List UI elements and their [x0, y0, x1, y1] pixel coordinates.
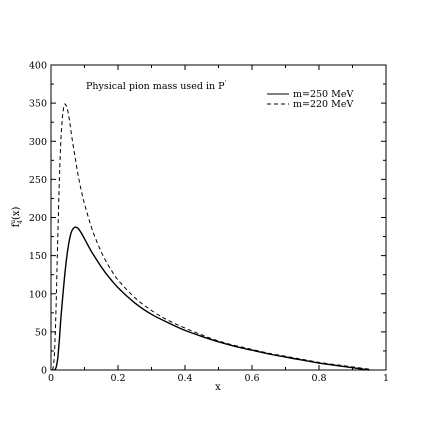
- series-line-m220: [52, 103, 370, 371]
- y-tick-label: 350: [29, 99, 47, 110]
- x-axis-ticks: 0 0.2 0.4 0.6 0.8 1: [48, 65, 389, 384]
- y-axis-title-sup: u: [10, 220, 17, 224]
- plot-annotation-sup: ': [225, 80, 227, 87]
- x-axis-title: x: [215, 382, 221, 393]
- x-tick-label: 0.6: [244, 373, 259, 384]
- y-axis-title-sub: 4: [17, 220, 24, 224]
- legend-label-solid: m=250 MeV: [293, 89, 353, 100]
- x-tick-label: 0.2: [110, 373, 125, 384]
- x-tick-label: 1: [383, 373, 389, 384]
- y-tick-label: 250: [29, 175, 47, 186]
- y-tick-label: 400: [29, 61, 47, 72]
- legend: m=250 MeV m=220 MeV: [267, 89, 353, 110]
- y-tick-label: 150: [29, 251, 47, 262]
- series-layer: [52, 103, 370, 371]
- y-tick-label: 0: [41, 366, 47, 377]
- x-tick-label: 0.4: [177, 373, 192, 384]
- y-axis-title-group: fu4(x): [10, 206, 24, 227]
- y-tick-label: 50: [35, 327, 47, 338]
- y-axis-title: fu4(x): [10, 206, 24, 227]
- series-line-m250: [53, 226, 370, 371]
- y-tick-label: 300: [29, 137, 47, 148]
- x-tick-label: 0: [48, 373, 54, 384]
- y-axis-title-rest: (x): [11, 206, 22, 220]
- plot-frame: [50, 64, 387, 371]
- y-tick-label: 200: [29, 213, 47, 224]
- y-tick-label: 100: [29, 289, 47, 300]
- legend-label-dashed: m=220 MeV: [293, 99, 353, 110]
- x-tick-label: 0.8: [311, 373, 326, 384]
- y-axis-title-f: f: [11, 222, 22, 227]
- plot-annotation: Physical pion mass used in P': [86, 80, 227, 92]
- plot-annotation-text: Physical pion mass used in P: [86, 81, 225, 92]
